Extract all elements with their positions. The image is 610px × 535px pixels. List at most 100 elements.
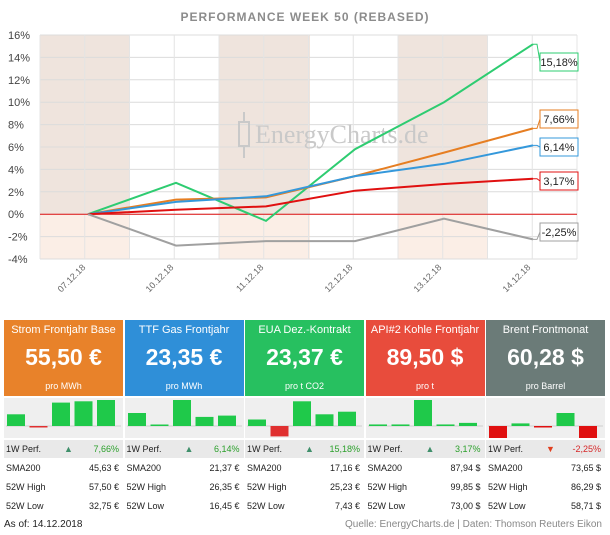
tile-title: TTF Gas Frontjahr	[138, 324, 230, 336]
end-label-leader-1	[533, 118, 541, 129]
x-tick-label: 10.12.18	[144, 262, 176, 294]
tile-price: 23,35 €	[145, 344, 223, 370]
tile-stats: 1W Perf. ▼ -2,25% SMA200 73,65 $ 52W High 86,2…	[486, 438, 605, 512]
watermark: EnergyCharts.de	[238, 112, 429, 158]
end-label-leader-2	[533, 144, 541, 148]
tile-unit: pro Barrel	[525, 381, 566, 391]
stat-label: 1W Perf.	[247, 444, 283, 454]
tile-title: EUA Dez.-Kontrakt	[258, 324, 351, 336]
spark-bar	[217, 415, 236, 426]
series-lines	[87, 43, 534, 247]
spark-bar	[7, 414, 25, 426]
stat-value: 7,43 €	[334, 501, 360, 511]
stat-label: SMA200	[6, 463, 41, 473]
tile-price: 89,50 $	[386, 344, 464, 370]
perf-row: 1W Perf. ▲ 15,18%	[245, 440, 364, 458]
tile-stats: 1W Perf. ▲ 7,66% SMA200 45,63 € 52W High 57,50…	[4, 438, 123, 512]
52w-high-row: 52W High 26,35 €	[125, 478, 244, 496]
stat-label: 52W High	[247, 482, 287, 492]
stat-value: 6,14%	[213, 444, 240, 454]
stat-value: 16,45 €	[209, 501, 240, 511]
perf-row: 1W Perf. ▼ -2,25%	[486, 440, 605, 458]
end-label-box-4	[539, 222, 579, 242]
tile-stats: 1W Perf. ▲ 3,17% SMA200 87,94 $ 52W High 99,85…	[365, 438, 485, 515]
tile-header: TTF Gas Frontjahr 23,35 € pro MWh	[124, 320, 244, 396]
perf-row: 1W Perf. ▲ 6,14%	[124, 440, 244, 458]
series-line-0	[87, 43, 534, 223]
tile-title: Strom Frontjahr Base	[11, 324, 116, 336]
tile-price: 55,50 €	[25, 344, 102, 370]
52w-low-row: 52W Low 73,00 $	[366, 497, 485, 515]
x-tick-label: 07.12.18	[56, 262, 88, 294]
stat-value: 73,65 $	[570, 463, 601, 473]
y-tick-label: 8%	[8, 120, 24, 132]
52w-high-row: 52W High 86,29 $	[486, 478, 605, 496]
tile-stats: 1W Perf. ▲ 15,18% SMA200 17,16 € 52W High 25,2…	[245, 438, 364, 512]
spark-bar	[293, 401, 311, 426]
spark-bar	[315, 414, 334, 426]
x-tick-label: 11.12.18	[234, 262, 265, 293]
series-end-labels: 15,18% 7,66% 6,14% 3,17% -2,25%	[533, 43, 579, 242]
stat-label: 52W High	[367, 482, 408, 492]
tile-unit: pro MWh	[165, 381, 203, 391]
tile-header: Strom Frontjahr Base 55,50 € pro MWh	[4, 320, 123, 396]
52w-low-row: 52W Low 32,75 €	[4, 497, 123, 515]
stat-value: 17,16 €	[329, 463, 360, 473]
tile-stats: 1W Perf. ▲ 6,14% SMA200 21,37 € 52W High 26,35…	[124, 438, 244, 512]
tile-unit: pro t	[415, 381, 434, 391]
y-tick-label: 14%	[8, 52, 30, 64]
end-label-0: 15,18%	[540, 57, 578, 69]
stat-label: SMA200	[126, 463, 162, 473]
y-tick-label: -2%	[8, 232, 28, 244]
spark-bar	[534, 426, 552, 428]
stat-value: 15,18%	[329, 444, 360, 454]
tile-header: API#2 Kohle Frontjahr 89,50 $ pro t	[365, 320, 485, 396]
tile-2: EUA Dez.-Kontrakt 23,37 € pro t CO2 1W Perf…	[245, 320, 364, 512]
sma200-row: SMA200 87,94 $	[366, 459, 485, 477]
end-label-box-2	[539, 137, 579, 157]
end-label-3: 3,17%	[543, 176, 574, 188]
stat-value: 99,85 $	[450, 482, 481, 492]
spark-bar	[579, 426, 597, 438]
sma200-row: SMA200 17,16 €	[245, 459, 364, 477]
stat-value: 87,94 $	[450, 463, 481, 473]
y-tick-label: 10%	[8, 97, 30, 109]
chart-title: PERFORMANCE WEEK 50 (REBASED)	[180, 10, 430, 24]
stat-label: 52W High	[6, 482, 46, 492]
sma200-row: SMA200 73,65 $	[486, 459, 605, 477]
end-label-leader-0	[533, 43, 541, 63]
tile-unit: pro t CO2	[284, 381, 324, 391]
stat-value: 86,29 $	[570, 482, 601, 492]
perf-row: 1W Perf. ▲ 3,17%	[365, 440, 485, 458]
spark-bar	[556, 413, 575, 426]
tile-price: 23,37 €	[266, 344, 343, 370]
spark-bar	[195, 416, 213, 426]
spark-bar	[127, 413, 146, 426]
stat-label: 1W Perf.	[126, 444, 162, 454]
spark-bar	[511, 423, 530, 426]
arrow-up-icon: ▲	[305, 444, 314, 454]
52w-low-row: 52W Low 7,43 €	[245, 497, 364, 515]
stat-value: 57,50 €	[88, 482, 119, 492]
end-label-leader-4	[533, 231, 541, 240]
spark-bar	[413, 400, 432, 426]
end-label-4: -2,25%	[542, 227, 577, 239]
stat-label: 52W Low	[126, 501, 165, 511]
52w-low-row: 52W Low 58,71 $	[486, 497, 605, 515]
market-tiles: Strom Frontjahr Base 55,50 € pro MWh 1W Per…	[4, 320, 605, 515]
stat-label: 1W Perf.	[367, 444, 403, 454]
stat-label: 52W High	[488, 482, 528, 492]
tile-header: Brent Frontmonat 60,28 $ pro Barrel	[486, 320, 605, 396]
tile-title: API#2 Kohle Frontjahr	[370, 324, 480, 336]
tile-price: 60,28 $	[507, 344, 584, 370]
stat-value: 58,71 $	[570, 501, 601, 511]
52w-high-row: 52W High 57,50 €	[4, 478, 123, 496]
spark-bar	[150, 424, 168, 426]
52w-high-row: 52W High 25,23 €	[245, 478, 364, 496]
arrow-up-icon: ▲	[184, 444, 194, 454]
spark-bar	[29, 426, 48, 428]
end-label-box-0	[539, 52, 579, 72]
spark-bar	[489, 426, 507, 438]
y-tick-label: 4%	[8, 164, 24, 176]
tile-4: Brent Frontmonat 60,28 $ pro Barrel 1W Perf…	[486, 320, 605, 512]
